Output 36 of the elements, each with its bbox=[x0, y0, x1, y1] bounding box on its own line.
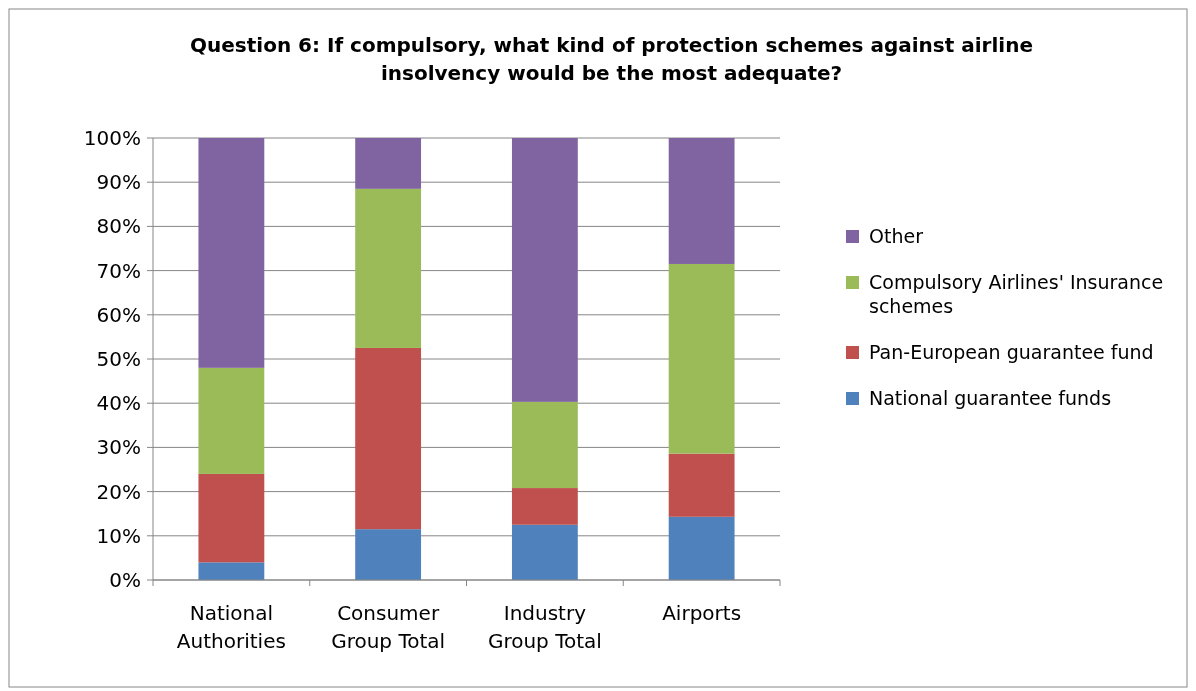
y-tick-label: 20% bbox=[96, 479, 141, 504]
chart-title: Question 6: If compulsory, what kind of protection schemes against airline insolvency would be the most adequate? bbox=[190, 33, 1033, 85]
legend-label: Compulsory Airlines' Insurance schemes bbox=[869, 271, 1164, 317]
bar bbox=[355, 188, 422, 348]
y-tick-label: 10% bbox=[96, 523, 141, 548]
bar bbox=[511, 401, 578, 489]
bar bbox=[198, 473, 265, 563]
legend-label: Other bbox=[869, 225, 924, 247]
y-tick-label: 0% bbox=[109, 568, 141, 592]
bar bbox=[668, 138, 735, 264]
bar bbox=[198, 138, 265, 368]
y-tick-label: 30% bbox=[96, 435, 141, 460]
bar bbox=[198, 562, 265, 580]
y-tick-label: 60% bbox=[96, 302, 141, 327]
bar bbox=[511, 488, 578, 525]
x-tick-label: Industry Group Total bbox=[487, 601, 602, 653]
x-tick-label: Consumer Group Total bbox=[331, 601, 446, 653]
bar bbox=[355, 347, 422, 530]
bar bbox=[355, 529, 422, 580]
y-tick-label: 70% bbox=[96, 258, 141, 283]
bar bbox=[668, 516, 735, 580]
legend-label: Pan-European guarantee fund bbox=[869, 341, 1154, 363]
bar bbox=[668, 453, 735, 517]
y-tick-label: 40% bbox=[96, 391, 141, 416]
x-tick-label: National Authorities bbox=[176, 601, 286, 653]
bar bbox=[198, 367, 265, 474]
y-tick-label: 80% bbox=[96, 214, 141, 239]
bar bbox=[511, 138, 578, 402]
y-tick-label: 50% bbox=[96, 347, 141, 371]
bar bbox=[511, 524, 578, 580]
y-tick-label: 90% bbox=[96, 170, 141, 195]
bar bbox=[355, 138, 422, 189]
x-tick-label: Airports bbox=[662, 601, 742, 625]
legend-label: National guarantee funds bbox=[869, 387, 1112, 409]
bar bbox=[668, 263, 735, 454]
y-tick-label: 100% bbox=[83, 126, 141, 150]
